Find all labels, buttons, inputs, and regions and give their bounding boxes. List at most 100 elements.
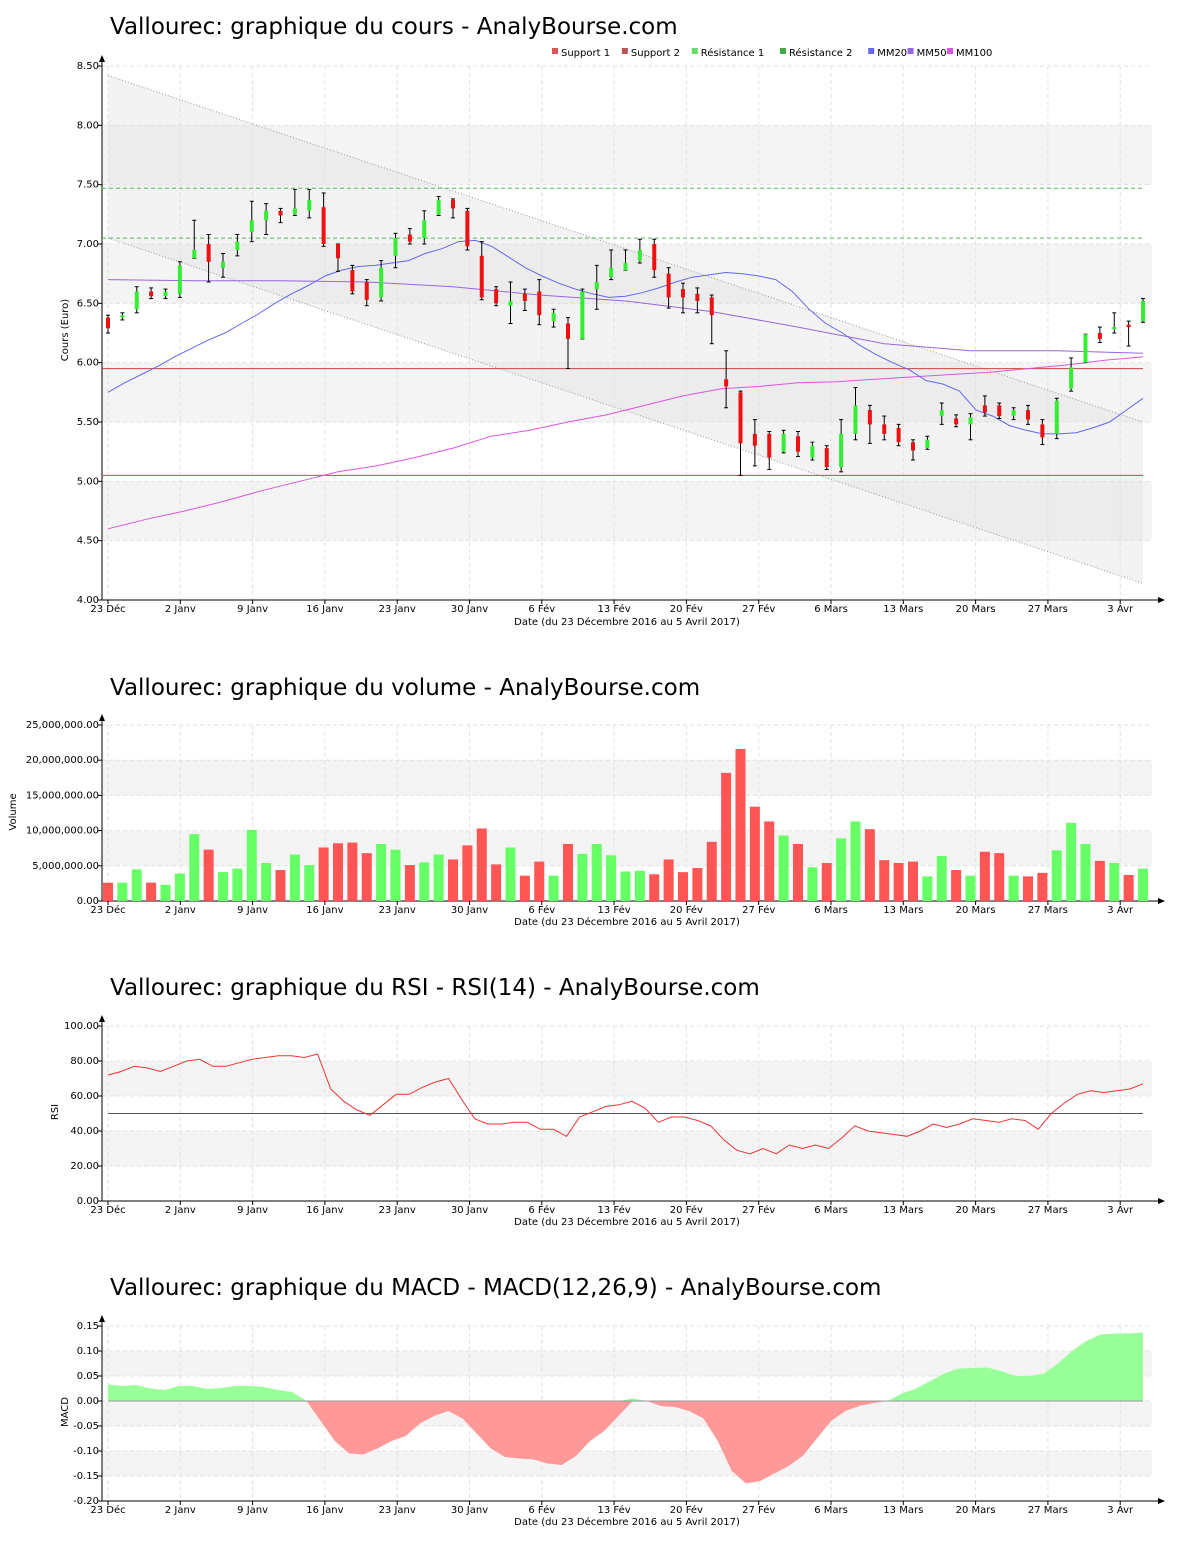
trend-channel [108,75,1143,584]
candle-body [221,261,225,268]
macd-x-tick-label: 23 Déc [90,1504,125,1516]
candle-body [997,405,1002,417]
candle-body [364,281,369,300]
candle-body [911,442,915,451]
volume-bar [749,806,760,901]
volume-bar [131,869,142,901]
candle-body [537,291,542,316]
macd-x-tick-label: 9 Janv [237,1505,268,1516]
candle-body [192,249,197,259]
candle-body [479,255,484,298]
volume-bar [289,854,300,901]
candle-body [566,323,570,339]
macd-x-tick-label: 3 Avr [1107,1505,1134,1516]
rsi-band [102,1061,1152,1096]
rsi-x-tick-label: 2 Janv [165,1205,196,1216]
price-x-tick-label: 20 Fév [670,603,703,615]
macd-x-tick-label: 23 Janv [379,1505,416,1516]
candle-body [623,262,628,271]
candle-body [264,210,269,221]
candle-body [149,291,154,297]
mm50-line [107,279,1144,354]
candle-body [954,418,959,425]
volume-y-tick-label: 25,000,000.00 [26,720,99,731]
volume-bar [893,862,904,901]
volume-x-tick-label: 3 Avr [1107,905,1134,916]
price-x-tick-label: 27 Mars [1028,604,1068,615]
volume-bar [433,854,444,901]
volume-bar [1123,874,1134,901]
volume-x-tick-label: 2 Janv [165,905,196,916]
legend-entry: MM50 [917,48,947,59]
price-y-tick-label: 4.50 [77,536,99,547]
volume-bar [591,843,602,901]
volume-bar [376,843,387,901]
price-y-arrow [99,55,105,62]
candle-body [652,244,657,271]
candle-body [594,281,599,290]
volume-bar [1109,862,1120,901]
price-y-tick-label: 8.00 [77,120,99,131]
volume-bar [246,829,257,901]
price-chart-title: Vallourec: graphique du cours - AnalyBou… [110,14,678,40]
volume-chart-title: Vallourec: graphique du volume - AnalyBo… [110,675,700,701]
legend-entry: MM100 [956,48,992,59]
price-y-tick-label: 5.50 [77,417,99,428]
rsi-line [107,1053,1144,1155]
rsi-x-tick-label: 9 Janv [237,1205,268,1216]
volume-y-tick-label: 20,000,000.00 [26,755,99,766]
volume-bar [850,821,861,901]
candle-body [824,448,829,468]
rsi-x-tick-label: 23 Janv [379,1205,416,1216]
candle-body [637,249,642,261]
price-x-arrow [1158,597,1165,603]
volume-bar [519,875,530,901]
volume-bar [1051,850,1062,901]
legend-swatch [552,48,558,54]
volume-bar [1080,843,1091,901]
macd-x-arrow [1158,1498,1165,1504]
volume-bar [390,849,401,901]
volume-bar [1008,875,1019,901]
candle-body [278,210,283,216]
volume-bar [764,821,775,901]
macd-x-tick-label: 27 Mars [1028,1505,1068,1516]
rsi-y-tick-label: 20.00 [70,1161,99,1172]
volume-bar [1023,876,1033,901]
volume-bar [721,772,732,901]
rsi-x-tick-label: 27 Fév [742,1204,775,1216]
candle-body [939,410,944,417]
legend-swatch [947,48,953,54]
volume-bar [606,855,617,901]
legend-entry: MM20 [877,48,907,59]
volume-bar [174,873,185,901]
macd-x-tick-label: 13 Fév [598,1504,631,1516]
volume-x-tick-label: 13 Fév [598,904,631,916]
candle-body [1097,333,1102,339]
volume-bar [491,864,502,901]
candle-body [882,424,887,434]
price-y-tick-label: 8.50 [77,61,99,72]
volume-x-tick-label: 16 Janv [306,905,343,916]
volume-bar [864,829,875,901]
volume-bar [951,870,962,901]
candle-body [609,267,614,278]
rsi-x-tick-label: 23 Déc [90,1204,125,1216]
volume-y-tick-label: 5,000,000.00 [32,861,99,872]
rsi-chart: 0.00 20.00 40.00 60.00 80.00 100.00 23 Déc 2 Ja… [64,1015,1165,1216]
volume-bar [505,847,516,901]
candle-body [796,436,800,452]
legend-entry: Support 2 [631,48,680,59]
macd-x-tick-label: 2 Janv [165,1505,196,1516]
volume-bar [634,870,645,901]
price-x-tick-label: 3 Avr [1107,604,1134,615]
macd-negative-area [108,1401,1143,1484]
volume-x-tick-label: 27 Fév [742,904,775,916]
volume-x-tick-label: 23 Janv [379,905,416,916]
legend-entry: Résistance 1 [701,47,764,59]
candle-body [968,417,973,425]
candle-body [681,289,685,298]
candle-body [465,210,470,247]
price-band [102,125,1152,185]
candle-body [106,317,110,329]
